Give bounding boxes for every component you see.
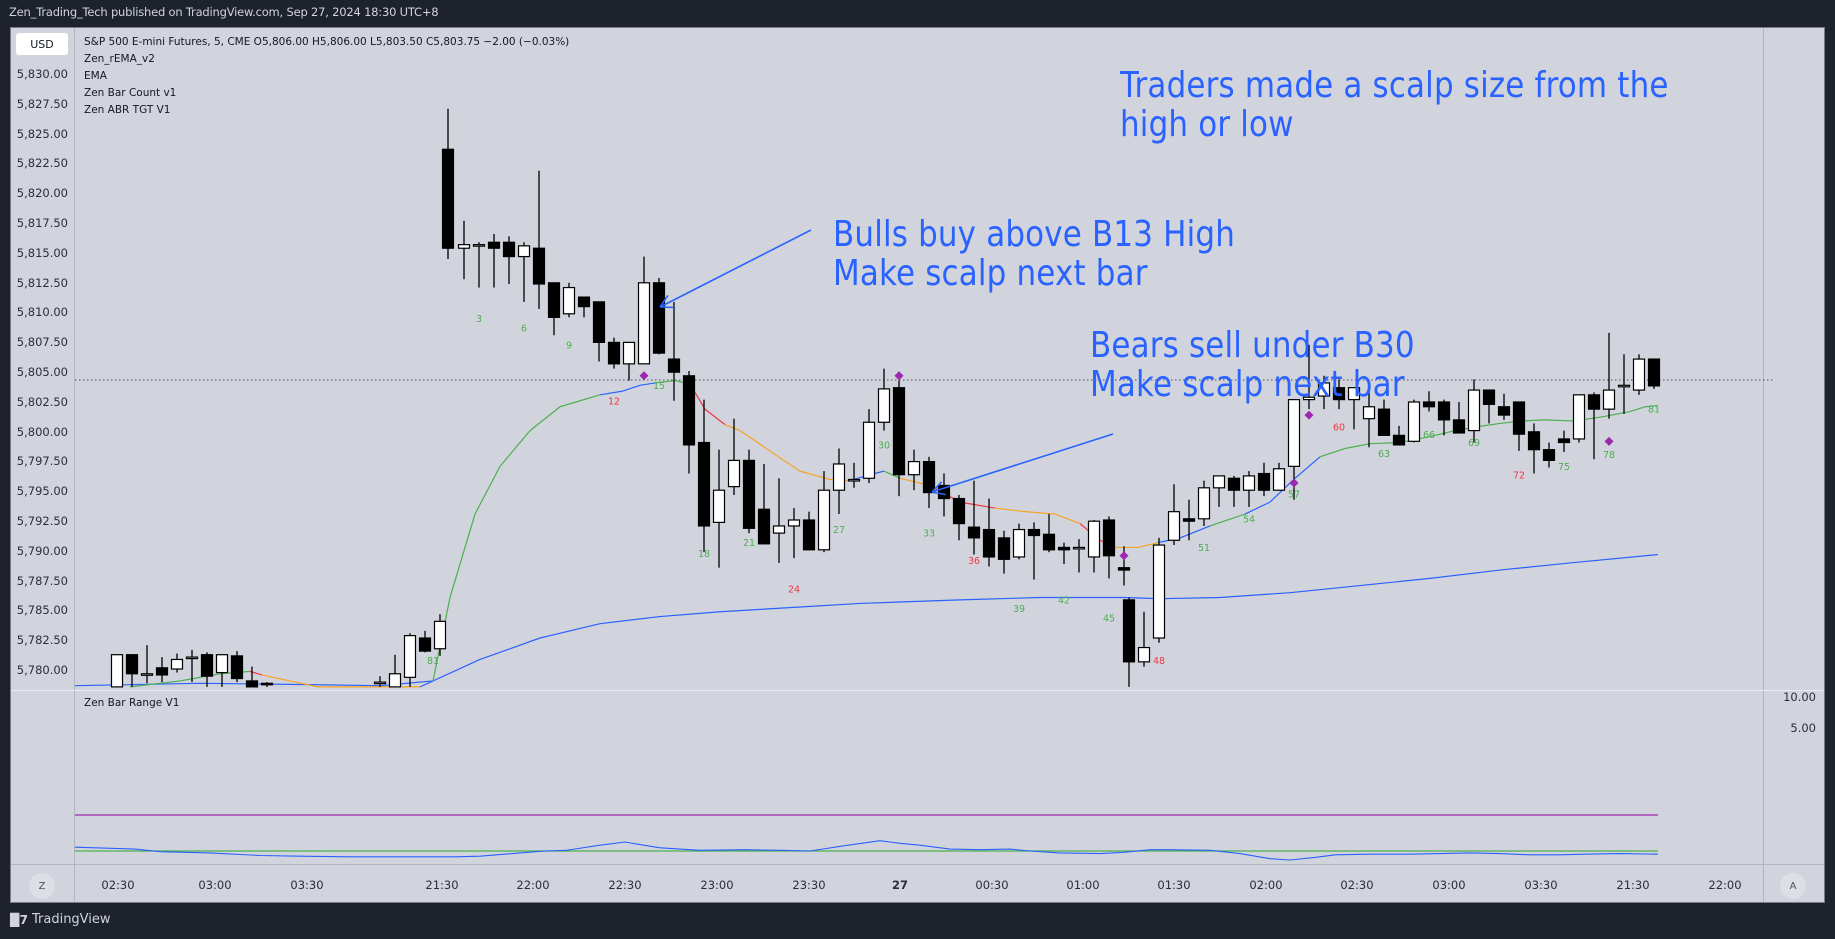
svg-text:60: 60 xyxy=(1333,423,1345,434)
annotation-bulls-buy: Bulls buy above B13 High Make scalp next… xyxy=(833,214,1236,294)
svg-text:42: 42 xyxy=(1058,595,1070,606)
svg-text:51: 51 xyxy=(1198,543,1210,554)
svg-text:3: 3 xyxy=(476,314,482,325)
svg-text:18: 18 xyxy=(698,549,710,560)
svg-text:12: 12 xyxy=(608,396,620,407)
time-axis-label: 27 xyxy=(891,878,909,892)
sub-panel-title[interactable]: Zen Bar Range V1 xyxy=(84,697,180,709)
sub-axis-label-5: 5.00 xyxy=(1790,721,1816,735)
footer-brand: █ 7 TradingView xyxy=(10,912,111,927)
price-axis-label: 5,805.00 xyxy=(16,365,68,379)
time-axis-label: 03:00 xyxy=(198,878,232,892)
time-axis-label: 02:30 xyxy=(101,878,135,892)
currency-button[interactable]: USD xyxy=(16,33,68,55)
price-axis-label: 5,830.00 xyxy=(16,67,68,81)
price-axis-label: 5,787.50 xyxy=(16,573,68,588)
price-axis-label: 5,822.50 xyxy=(16,156,68,171)
time-axis-label: 23:00 xyxy=(700,878,734,892)
svg-text:75: 75 xyxy=(1558,462,1570,473)
time-axis-label: 02:00 xyxy=(1249,878,1283,892)
sub-axis-label-10: 10.00 xyxy=(1783,690,1816,704)
indicator-zen-bar-count[interactable]: Zen Bar Count v1 xyxy=(84,87,177,99)
chart-legend: S&P 500 E-mini Futures, 5, CME O5,806.00… xyxy=(84,34,569,119)
time-axis-border xyxy=(11,864,1824,865)
tradingview-logo-icon: █ 7 xyxy=(10,912,28,927)
footer-brand-label: TradingView xyxy=(31,912,111,927)
time-axis-label: 03:30 xyxy=(290,878,324,892)
svg-text:6: 6 xyxy=(521,324,527,335)
price-axis-label: 5,780.00 xyxy=(16,663,68,677)
time-axis-label: 23:30 xyxy=(792,878,826,892)
indicator-ema[interactable]: EMA xyxy=(84,70,107,82)
time-axis-label: 01:30 xyxy=(1157,878,1191,892)
price-axis-label: 5,810.00 xyxy=(16,305,68,320)
time-axis-label: 21:30 xyxy=(425,878,459,892)
time-axis-label: 22:00 xyxy=(516,878,550,892)
svg-text:81: 81 xyxy=(427,656,439,667)
svg-text:39: 39 xyxy=(1013,604,1025,615)
svg-text:54: 54 xyxy=(1243,514,1255,525)
price-axis-label: 5,820.00 xyxy=(16,186,68,201)
price-axis-label: 5,800.00 xyxy=(16,424,68,439)
price-axis-label: 5,812.50 xyxy=(16,275,68,290)
time-axis-label: 03:00 xyxy=(1432,878,1466,892)
svg-text:33: 33 xyxy=(923,529,935,540)
indicator-zen-rema[interactable]: Zen_rEMA_v2 xyxy=(84,53,155,65)
time-axis-label: 21:30 xyxy=(1616,878,1650,892)
price-axis-label: 5,825.00 xyxy=(16,126,68,141)
time-axis-label: 22:30 xyxy=(608,878,642,892)
right-price-axis[interactable]: 10.00 5.00 xyxy=(1763,28,1824,902)
time-axis-label: 00:30 xyxy=(975,878,1009,892)
indicator-zen-abr-tgt[interactable]: Zen ABR TGT V1 xyxy=(84,104,171,116)
svg-text:21: 21 xyxy=(743,538,755,549)
svg-text:63: 63 xyxy=(1378,449,1390,460)
annotation-traders-scalp: Traders made a scalp size from the high … xyxy=(1120,65,1669,145)
svg-text:69: 69 xyxy=(1468,438,1480,449)
svg-text:27: 27 xyxy=(833,525,845,536)
time-axis-label: 01:00 xyxy=(1066,878,1100,892)
annotation-bears-sell: Bears sell under B30 Make scalp next bar xyxy=(1090,325,1415,405)
price-axis-label: 5,782.50 xyxy=(16,633,68,648)
price-axis-label: 5,827.50 xyxy=(16,96,68,111)
price-axis-label: 5,815.00 xyxy=(16,245,68,260)
svg-text:24: 24 xyxy=(788,585,800,596)
svg-text:9: 9 xyxy=(566,340,572,351)
symbol-ohlc-line[interactable]: S&P 500 E-mini Futures, 5, CME O5,806.00… xyxy=(84,36,570,48)
price-axis-label: 5,792.50 xyxy=(16,514,68,528)
time-axis-label: 22:00 xyxy=(1708,878,1742,892)
zoom-reset-button[interactable]: Z xyxy=(29,873,55,899)
time-axis-label: 03:30 xyxy=(1524,878,1558,892)
svg-text:57: 57 xyxy=(1288,489,1300,500)
price-axis-label: 5,807.50 xyxy=(16,335,68,350)
svg-text:15: 15 xyxy=(653,381,665,392)
price-axis-label: 5,795.00 xyxy=(16,484,68,499)
svg-text:81: 81 xyxy=(1648,405,1660,416)
svg-text:72: 72 xyxy=(1513,470,1525,481)
svg-text:78: 78 xyxy=(1603,450,1615,461)
price-axis-label: 5,797.50 xyxy=(16,454,68,469)
price-axis[interactable]: USD 5,830.00 5,827.50 5,825.00 5,822.50 5,82… xyxy=(11,28,75,902)
auto-scale-button[interactable]: A xyxy=(1780,873,1806,899)
svg-text:30: 30 xyxy=(878,440,890,451)
time-axis-label: 02:30 xyxy=(1340,878,1374,892)
svg-text:48: 48 xyxy=(1153,656,1165,667)
price-axis-label: 5,802.50 xyxy=(16,394,68,409)
svg-text:45: 45 xyxy=(1103,613,1115,624)
price-axis-label: 5,785.00 xyxy=(16,603,68,618)
svg-text:66: 66 xyxy=(1423,430,1435,441)
pane-separator[interactable] xyxy=(11,690,1824,691)
published-header: Zen_Trading_Tech published on TradingVie… xyxy=(9,5,439,19)
price-axis-label: 5,790.00 xyxy=(16,543,68,558)
price-axis-label: 5,817.50 xyxy=(16,216,68,230)
svg-text:36: 36 xyxy=(968,556,980,567)
